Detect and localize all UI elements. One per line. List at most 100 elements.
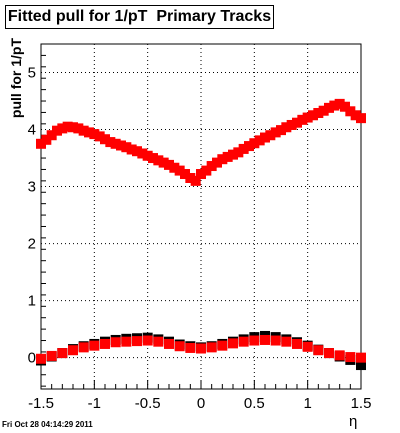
data-point bbox=[121, 142, 132, 153]
data-point bbox=[292, 338, 302, 349]
data-point bbox=[217, 154, 228, 165]
data-point bbox=[340, 101, 350, 112]
data-point bbox=[196, 343, 206, 354]
data-point bbox=[270, 335, 281, 346]
data-point bbox=[302, 341, 313, 352]
data-point bbox=[68, 122, 78, 133]
data-point bbox=[100, 134, 110, 145]
data-point bbox=[238, 143, 249, 154]
data-point bbox=[158, 157, 169, 168]
data-point bbox=[116, 140, 126, 151]
data-point bbox=[345, 352, 356, 363]
data-point bbox=[164, 159, 174, 170]
data-point bbox=[313, 108, 324, 118]
data-point bbox=[313, 345, 324, 356]
data-point bbox=[46, 130, 57, 141]
data-point bbox=[350, 110, 361, 121]
data-point bbox=[164, 338, 174, 349]
data-point bbox=[318, 105, 329, 116]
data-point bbox=[329, 100, 340, 111]
data-point bbox=[57, 348, 68, 359]
x-axis: -1.5 -1 -0.5 0 0.5 1 1.5 bbox=[28, 380, 371, 412]
data-point bbox=[94, 131, 105, 142]
y-tick-label: 0 bbox=[28, 350, 36, 367]
data-point bbox=[308, 110, 318, 121]
data-point bbox=[110, 138, 121, 149]
data-point bbox=[302, 112, 313, 123]
data-point bbox=[105, 137, 116, 148]
data-point bbox=[73, 123, 84, 134]
data-series bbox=[36, 98, 366, 371]
data-point bbox=[57, 123, 68, 134]
data-point bbox=[100, 338, 110, 349]
data-point bbox=[142, 335, 153, 346]
data-point bbox=[270, 127, 281, 138]
data-point bbox=[334, 350, 345, 361]
data-point bbox=[132, 146, 142, 157]
data-point bbox=[89, 129, 100, 140]
data-point bbox=[254, 135, 265, 146]
data-point bbox=[185, 173, 196, 184]
x-tick-label: 1.5 bbox=[351, 395, 372, 412]
y-tick-label: 5 bbox=[28, 65, 36, 82]
data-point bbox=[52, 125, 62, 136]
datestamp: Fri Oct 28 04:14:29 2011 bbox=[2, 420, 93, 429]
data-point bbox=[185, 342, 196, 353]
data-point bbox=[356, 360, 366, 371]
data-point bbox=[121, 336, 132, 347]
data-point bbox=[217, 340, 228, 351]
data-point bbox=[153, 336, 164, 347]
data-point bbox=[233, 147, 244, 158]
data-point bbox=[148, 153, 158, 164]
x-tick-label: 0 bbox=[197, 395, 205, 412]
chart-title: Fitted pull for 1/pT Primary Tracks bbox=[5, 5, 274, 29]
data-point bbox=[190, 175, 201, 186]
data-point bbox=[260, 132, 270, 143]
y-tick-label: 2 bbox=[28, 236, 36, 253]
data-point bbox=[137, 148, 148, 159]
data-point bbox=[356, 113, 366, 124]
data-point bbox=[276, 125, 286, 136]
x-tick-label: -1.5 bbox=[28, 395, 54, 412]
data-point bbox=[110, 337, 121, 348]
data-point bbox=[206, 161, 217, 172]
grid-lines bbox=[40, 44, 362, 389]
data-point bbox=[228, 149, 238, 160]
series-2 bbox=[36, 334, 366, 364]
series-1 bbox=[36, 98, 366, 186]
data-point bbox=[41, 134, 52, 145]
y-tick-label: 1 bbox=[28, 293, 36, 310]
x-axis-label: η bbox=[349, 413, 358, 430]
data-point bbox=[153, 155, 164, 166]
data-point bbox=[281, 122, 292, 133]
x-tick-label: 1 bbox=[303, 395, 311, 412]
data-point bbox=[334, 98, 345, 109]
data-point bbox=[297, 114, 308, 125]
data-point bbox=[62, 121, 73, 132]
data-point bbox=[228, 338, 238, 349]
data-point bbox=[78, 125, 89, 136]
data-point bbox=[132, 336, 142, 347]
data-point bbox=[89, 340, 100, 351]
data-point bbox=[174, 341, 185, 352]
data-point bbox=[78, 342, 89, 353]
data-point bbox=[142, 150, 153, 161]
data-point bbox=[169, 162, 180, 173]
x-tick-label: -0.5 bbox=[135, 395, 161, 412]
data-point bbox=[68, 345, 78, 356]
data-point bbox=[345, 106, 356, 117]
data-point bbox=[36, 138, 46, 149]
data-point bbox=[324, 348, 334, 359]
data-point bbox=[356, 352, 366, 363]
data-point bbox=[292, 117, 302, 128]
data-point bbox=[46, 350, 57, 361]
data-point bbox=[206, 342, 217, 353]
data-point bbox=[249, 335, 260, 346]
y-tick-label: 3 bbox=[28, 179, 36, 196]
data-point bbox=[174, 165, 185, 176]
x-tick-label: -1 bbox=[88, 395, 101, 412]
data-point bbox=[180, 169, 190, 180]
data-point bbox=[212, 157, 222, 168]
